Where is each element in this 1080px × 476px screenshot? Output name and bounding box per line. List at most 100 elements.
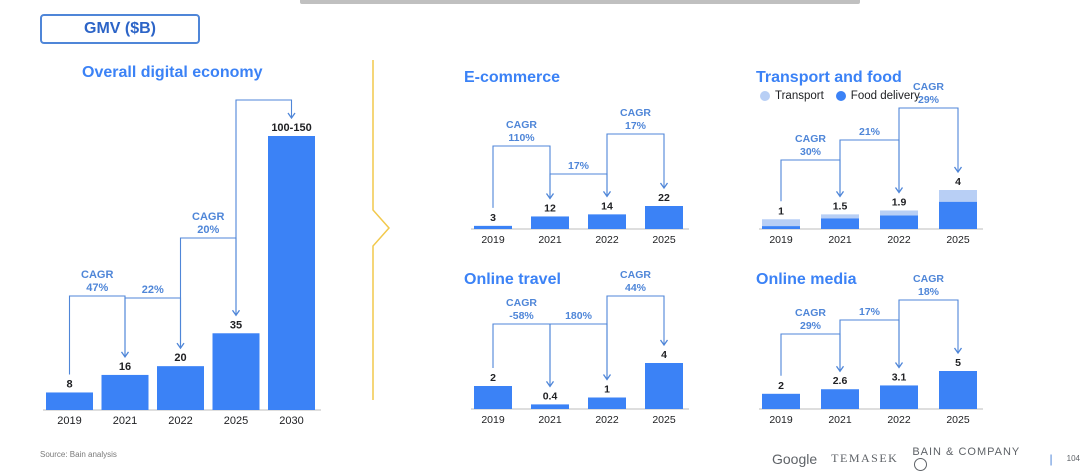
- online-travel-title: Online travel: [464, 271, 561, 288]
- online_media-growth-arrowhead-2: [953, 347, 963, 355]
- ecommerce-tick-2021: 2021: [538, 234, 562, 246]
- online_media-growth-label-1-0: 17%: [859, 306, 881, 318]
- page-number: 104: [1066, 454, 1080, 463]
- online_media-tick-2025: 2025: [946, 414, 970, 426]
- online_media-tick-2019: 2019: [769, 414, 793, 426]
- overall-bar-2022: [157, 366, 204, 410]
- overall-growth-connector-2: [179, 237, 237, 349]
- legend-transport: Transport: [760, 90, 824, 102]
- transport-food-title: Transport and food: [756, 69, 902, 86]
- transport_food-bar-2021-transport: [821, 214, 859, 219]
- overall-growth-label-1-0: 22%: [142, 284, 164, 296]
- transport_food-growth-arrowhead-2: [953, 166, 963, 174]
- bain-logo-text: BAIN & COMPANY: [912, 446, 1021, 458]
- online_travel-growth-label-1-0: 180%: [565, 310, 593, 322]
- online_media-growth-label-0-0: CAGR: [795, 307, 826, 319]
- ecommerce-bar-2025: [645, 206, 683, 229]
- ecommerce-growth-label-2-0: CAGR: [620, 107, 651, 119]
- gmv-unit-badge: GMV ($B): [40, 14, 200, 44]
- ecommerce-title: E-commerce: [464, 69, 561, 86]
- ecommerce-growth-label-2-1: 17%: [625, 120, 647, 132]
- ecommerce-growth-connector-2: [606, 133, 665, 197]
- online_travel-tick-2021: 2021: [538, 414, 562, 426]
- bain-compass-icon: [914, 458, 928, 471]
- ecommerce-growth-arrowhead-0: [545, 193, 555, 200]
- online_travel-growth-label-0-1: -58%: [509, 310, 534, 322]
- overall-growth-connector-3: [235, 99, 293, 316]
- transport_food-tick-2021: 2021: [828, 234, 852, 246]
- transport_food-tick-2025: 2025: [946, 234, 970, 246]
- online_travel-value-label-2022: 1: [604, 384, 610, 396]
- ecommerce-bar-2022: [588, 214, 626, 229]
- ecommerce-growth-connector-0: [492, 145, 551, 208]
- ecommerce-tick-2022: 2022: [595, 234, 619, 246]
- online_travel-growth-connector-2: [606, 295, 665, 380]
- transport_food-bar-2025-food-delivery: [939, 201, 977, 229]
- ecommerce-value-label-2025: 22: [658, 192, 670, 204]
- ecommerce-growth-label-0-1: 110%: [508, 132, 535, 144]
- overall-growth-connector-1: [124, 297, 182, 357]
- overall-growth-arrowhead-3: [287, 112, 296, 120]
- online_travel-value-label-2025: 4: [661, 349, 667, 361]
- online_media-growth-connector-2: [898, 299, 959, 368]
- legend-food-delivery-label: Food delivery: [850, 90, 920, 102]
- overall-value-label-2030: 100-150: [271, 122, 311, 134]
- transport_food-growth-connector-1: [839, 139, 900, 197]
- overall-value-label-2025: 35: [230, 319, 242, 331]
- transport_food-bar-2022-food-delivery: [880, 215, 918, 229]
- online_media-bar-2019: [762, 393, 800, 409]
- online_media-bar-2025: [939, 371, 977, 409]
- section-divider: [372, 60, 391, 400]
- transport-swatch-icon: [760, 91, 770, 101]
- ecommerce-bar-2019: [474, 225, 512, 229]
- ecommerce-value-label-2021: 12: [544, 202, 556, 214]
- online_travel-tick-2025: 2025: [652, 414, 676, 426]
- overall-bar-2019: [46, 392, 93, 410]
- transport_food-growth-label-2-0: CAGR: [913, 81, 944, 93]
- overall-growth-label-0-1: 47%: [86, 282, 108, 294]
- footer-separator: |: [1049, 451, 1053, 466]
- ecommerce-value-label-2022: 14: [601, 200, 613, 212]
- online_travel-growth-label-2-1: 44%: [625, 282, 647, 294]
- bain-logo: BAIN & COMPANY: [912, 446, 1035, 471]
- transport_food-growth-connector-2: [898, 107, 959, 193]
- transport_food-bar-2022-transport: [880, 210, 918, 216]
- source-note: Source: Bain analysis: [40, 450, 117, 459]
- online_travel-bar-2025: [645, 363, 683, 409]
- online_media-value-label-2022: 3.1: [892, 371, 907, 383]
- ecommerce-tick-2025: 2025: [652, 234, 676, 246]
- ecommerce-value-label-2019: 3: [490, 212, 496, 224]
- overall-bar-2025: [212, 333, 260, 410]
- overall-value-label-2019: 8: [66, 378, 72, 390]
- legend-transport-label: Transport: [775, 90, 824, 102]
- overall-value-label-2022: 20: [174, 352, 186, 364]
- transport_food-tick-2022: 2022: [887, 234, 911, 246]
- online_media-value-label-2021: 2.6: [833, 375, 848, 387]
- overall-tick-2030: 2030: [279, 415, 303, 427]
- overall-growth-label-2-0: CAGR: [192, 211, 224, 223]
- transport_food-bar-2025-transport: [939, 190, 977, 202]
- transport_food-value-label-2025: 4: [955, 176, 961, 188]
- temasek-logo: TEMASEK: [831, 451, 899, 465]
- overall-tick-2022: 2022: [168, 415, 192, 427]
- online_media-growth-label-0-1: 29%: [800, 320, 822, 332]
- online_media-growth-connector-1: [839, 319, 900, 372]
- online_media-value-label-2025: 5: [955, 357, 961, 369]
- transport_food-bar-2019-food-delivery: [762, 226, 800, 229]
- transport-food-legend: Transport Food delivery: [760, 90, 920, 102]
- online_travel-value-label-2021: 0.4: [543, 390, 558, 402]
- overall-bar-2030: [268, 136, 315, 410]
- online_travel-bar-2022: [588, 397, 626, 409]
- online_travel-growth-connector-1: [549, 323, 608, 387]
- transport_food-value-label-2022: 1.9: [892, 196, 907, 208]
- legend-food-delivery: Food delivery: [835, 90, 920, 102]
- transport_food-growth-label-1-0: 21%: [859, 126, 881, 138]
- transport_food-growth-label-0-0: CAGR: [795, 133, 826, 145]
- transport_food-growth-connector-0: [780, 159, 841, 202]
- transport_food-bar-2021-food-delivery: [821, 218, 859, 229]
- ecommerce-growth-label-0-0: CAGR: [506, 119, 537, 131]
- online_media-tick-2021: 2021: [828, 414, 852, 426]
- footer-brands: Google TEMASEK BAIN & COMPANY | 104: [772, 446, 1080, 471]
- online_media-growth-label-2-1: 18%: [918, 286, 940, 298]
